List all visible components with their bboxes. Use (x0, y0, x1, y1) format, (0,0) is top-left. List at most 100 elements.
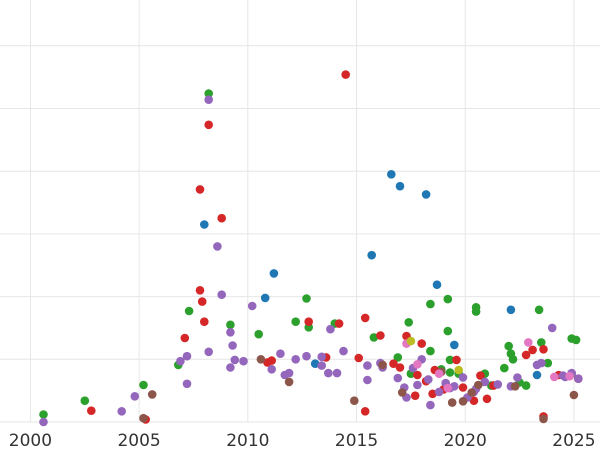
data-point (395, 363, 405, 372)
data-point (226, 363, 235, 372)
data-point (284, 377, 294, 387)
data-point (284, 368, 294, 378)
data-point (376, 331, 385, 340)
data-point (452, 355, 461, 365)
data-point (378, 360, 387, 370)
data-point (458, 373, 468, 382)
data-point (117, 407, 126, 416)
data-point (39, 410, 48, 419)
data-point (404, 318, 414, 327)
data-point (139, 413, 148, 423)
data-point (195, 286, 205, 295)
data-point (256, 355, 266, 364)
data-point (393, 373, 403, 383)
data-point (276, 349, 285, 359)
data-point (360, 407, 370, 416)
x-tick-label: 2010 (226, 431, 269, 450)
data-point (508, 355, 518, 364)
data-point (180, 333, 190, 343)
data-point (317, 352, 327, 362)
data-point (510, 382, 520, 391)
x-tick-labels: 2000 2005 2010 2015 2020 2025 (9, 431, 596, 450)
data-point (513, 373, 522, 382)
data-point (421, 190, 431, 199)
data-point (521, 350, 531, 360)
data-point (230, 355, 240, 365)
x-tick-label: 2015 (335, 431, 378, 450)
data-point (369, 333, 379, 342)
data-point (395, 181, 405, 191)
data-point (260, 293, 270, 303)
data-point (571, 335, 581, 345)
data-point (302, 294, 311, 303)
data-point (467, 388, 477, 397)
data-point (326, 324, 335, 334)
data-point (443, 326, 453, 336)
data-point (350, 396, 359, 406)
data-point (432, 280, 442, 290)
data-point (443, 383, 453, 393)
data-point (176, 356, 185, 366)
data-point (226, 320, 235, 330)
data-point (532, 370, 542, 380)
data-point (324, 368, 333, 378)
data-point (445, 368, 455, 377)
data-point (80, 396, 90, 406)
data-point (200, 220, 209, 229)
points-layer (39, 70, 583, 427)
data-point (443, 294, 453, 304)
data-point (204, 89, 213, 98)
data-point (454, 365, 464, 375)
data-point (317, 361, 327, 370)
data-point (195, 185, 205, 194)
data-point (504, 341, 513, 351)
data-point (482, 394, 492, 404)
data-point (204, 120, 213, 130)
data-point (500, 363, 509, 373)
data-point (204, 95, 213, 104)
data-point (537, 338, 546, 347)
data-point (565, 371, 574, 381)
data-point (200, 317, 209, 327)
data-point (458, 397, 468, 406)
data-point (424, 375, 433, 384)
data-point (413, 380, 422, 390)
data-point (239, 356, 248, 366)
data-point (493, 380, 503, 389)
x-tick-label: 2005 (117, 431, 160, 450)
data-point (310, 359, 320, 369)
data-point (450, 340, 459, 350)
data-point (360, 313, 370, 323)
data-point (534, 305, 544, 315)
data-point (363, 361, 372, 370)
data-point (476, 371, 485, 380)
data-point (247, 301, 257, 311)
data-point (354, 353, 364, 363)
data-point (267, 365, 277, 374)
data-point (226, 328, 235, 337)
data-point (543, 358, 553, 368)
data-point (574, 374, 583, 384)
data-point (39, 417, 48, 427)
data-point (547, 323, 557, 333)
data-point (269, 269, 279, 278)
data-point (291, 317, 301, 327)
data-point (87, 406, 96, 416)
data-point (304, 317, 314, 327)
data-point (426, 299, 435, 309)
data-point (474, 380, 483, 390)
data-point (539, 414, 548, 424)
data-point (130, 392, 140, 401)
data-point (445, 355, 455, 365)
data-point (471, 307, 481, 316)
data-point (426, 346, 435, 356)
data-point (413, 370, 422, 380)
data-point (447, 398, 457, 407)
data-point (480, 377, 490, 387)
data-point (469, 396, 479, 406)
data-point (434, 387, 444, 397)
data-point (339, 346, 348, 356)
data-point (217, 213, 226, 223)
data-point (428, 389, 437, 399)
